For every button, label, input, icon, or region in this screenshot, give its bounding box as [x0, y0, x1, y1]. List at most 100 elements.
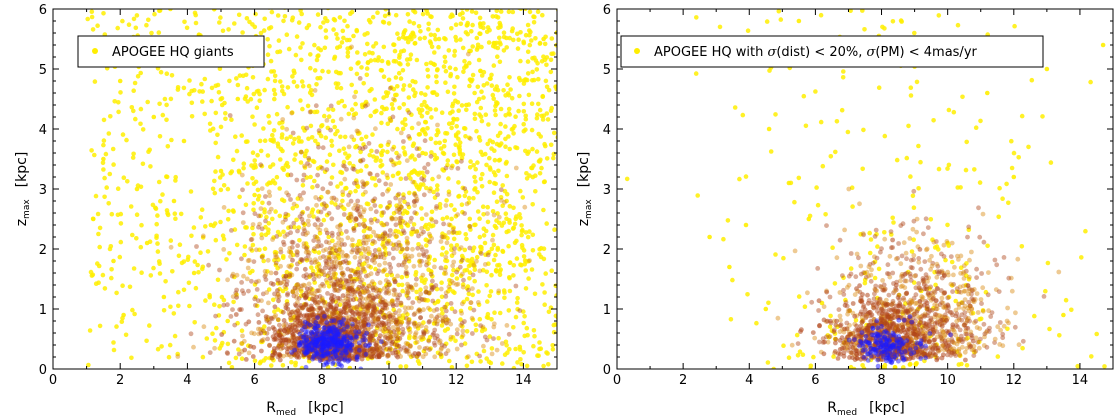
data-point	[220, 340, 225, 346]
data-point	[338, 308, 343, 314]
data-point	[306, 157, 312, 163]
data-point	[221, 247, 227, 252]
data-point	[416, 107, 422, 112]
data-point	[405, 39, 411, 45]
data-point	[426, 27, 431, 32]
data-point	[521, 350, 526, 355]
data-point	[401, 195, 406, 201]
data-point	[506, 243, 511, 249]
data-point	[512, 221, 518, 227]
data-point	[357, 212, 363, 217]
data-point	[530, 146, 535, 152]
data-point	[362, 261, 367, 266]
data-point	[366, 141, 372, 146]
data-point	[242, 252, 247, 258]
data-point	[218, 219, 223, 225]
data-point	[479, 184, 485, 189]
data-point	[1079, 255, 1084, 260]
data-point	[432, 62, 438, 68]
data-point	[334, 327, 340, 332]
data-point	[475, 84, 481, 90]
data-point	[290, 289, 296, 295]
data-point	[390, 173, 396, 179]
data-point	[333, 197, 339, 203]
data-point	[324, 159, 330, 164]
data-point	[303, 256, 309, 261]
data-point	[511, 225, 517, 231]
data-point	[173, 178, 178, 183]
data-point	[473, 186, 478, 191]
data-point	[89, 9, 95, 14]
data-point	[168, 9, 173, 12]
data-point	[432, 335, 438, 341]
data-point	[412, 210, 418, 216]
data-point	[166, 354, 172, 360]
data-point	[425, 161, 431, 167]
data-point	[241, 291, 247, 296]
data-point	[551, 329, 557, 335]
data-point	[463, 63, 469, 68]
left-x-tick-label: 14	[515, 373, 532, 388]
data-point	[95, 261, 100, 266]
data-point	[349, 44, 354, 50]
data-point	[602, 223, 607, 228]
data-point	[282, 13, 288, 19]
data-point	[450, 335, 456, 340]
data-point	[326, 107, 331, 112]
data-point	[372, 176, 377, 181]
data-point	[175, 354, 181, 359]
data-point	[316, 337, 322, 343]
data-point	[580, 96, 585, 101]
data-point	[316, 46, 321, 51]
data-point	[408, 32, 414, 38]
data-point	[265, 336, 270, 342]
data-point	[411, 199, 417, 205]
data-point	[745, 28, 751, 33]
data-point	[325, 291, 330, 296]
data-point	[1006, 200, 1011, 206]
data-point	[317, 130, 322, 136]
data-point	[373, 126, 378, 132]
data-point	[383, 250, 388, 255]
data-point	[213, 169, 218, 174]
data-point	[444, 240, 450, 246]
data-point	[405, 312, 410, 317]
data-point	[131, 266, 137, 271]
data-point	[792, 199, 797, 205]
data-point	[421, 348, 427, 354]
data-point	[362, 52, 368, 57]
data-point	[197, 89, 202, 94]
data-point	[426, 305, 431, 311]
data-point	[284, 282, 289, 288]
data-point	[338, 85, 344, 91]
data-point	[283, 273, 289, 279]
data-point	[393, 92, 398, 98]
data-point	[458, 37, 463, 42]
data-point	[274, 111, 280, 117]
data-point	[379, 120, 384, 126]
data-point	[387, 228, 393, 233]
data-point	[216, 313, 222, 318]
data-point	[457, 246, 462, 252]
data-point	[301, 273, 307, 279]
data-point	[473, 327, 479, 333]
data-point	[158, 69, 164, 75]
data-point	[248, 237, 254, 243]
data-point	[312, 249, 318, 254]
data-point	[406, 258, 412, 264]
data-point	[223, 116, 228, 122]
data-point	[273, 252, 278, 257]
data-point	[243, 357, 249, 362]
data-point	[329, 195, 335, 201]
data-point	[402, 117, 408, 122]
data-point	[277, 120, 282, 126]
data-point	[298, 45, 303, 50]
data-point	[117, 254, 123, 260]
data-point	[442, 54, 448, 60]
data-point	[487, 155, 492, 161]
data-point	[271, 346, 277, 351]
data-point	[331, 264, 337, 269]
data-point	[370, 132, 375, 137]
data-point	[134, 13, 140, 18]
data-point	[251, 207, 256, 213]
